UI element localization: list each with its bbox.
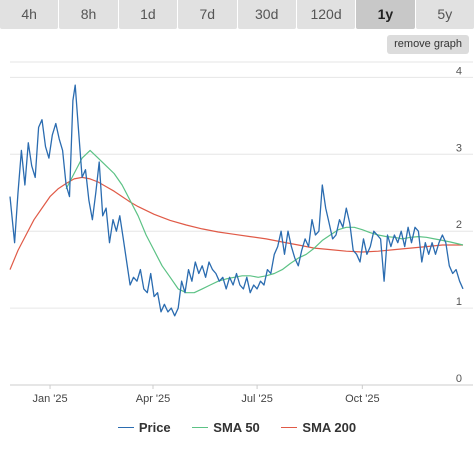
legend-swatch-sma-200 xyxy=(281,427,298,429)
series-lines xyxy=(9,84,464,317)
y-tick-label-0: 0 xyxy=(456,373,462,385)
tab-8h[interactable]: 8h xyxy=(59,0,118,29)
x-tick-label-1: Apr '25 xyxy=(136,393,171,405)
legend-label-price: Price xyxy=(138,420,171,435)
series-line-price xyxy=(9,84,464,317)
y-tick-label-3: 3 xyxy=(456,142,462,154)
series-line-sma-50 xyxy=(65,149,464,294)
y-tick-label-2: 2 xyxy=(456,219,462,231)
legend-item-sma-50[interactable]: SMA 50 xyxy=(192,420,260,435)
tab-5y[interactable]: 5y xyxy=(415,0,474,29)
grid-lines xyxy=(10,61,473,386)
y-axis-ticks: 0 1 2 3 4 xyxy=(456,65,462,385)
x-tick-label-0: Jan '25 xyxy=(32,393,67,405)
tab-1y[interactable]: 1y xyxy=(356,0,415,29)
series-line-sma-200 xyxy=(9,176,463,270)
timeframe-tabs: 4h 8h 1d 7d 30d 120d 1y 5y xyxy=(0,0,474,30)
tab-4h[interactable]: 4h xyxy=(0,0,59,29)
y-tick-label-4: 4 xyxy=(456,65,462,77)
legend-item-price[interactable]: Price xyxy=(117,420,171,435)
price-chart: 0 1 2 3 4 Jan '25 Apr '25 Jul '25 Oct '25 xyxy=(9,61,473,405)
y-tick-label-1: 1 xyxy=(456,296,462,308)
legend-label-sma-50: SMA 50 xyxy=(213,420,260,435)
remove-graph-button[interactable]: remove graph xyxy=(387,35,469,54)
x-axis-ticks: Jan '25 Apr '25 Jul '25 Oct '25 xyxy=(32,385,380,405)
legend-swatch-price xyxy=(117,427,134,429)
chart-legend: Price SMA 50 SMA 200 xyxy=(0,420,474,435)
legend-item-sma-200[interactable]: SMA 200 xyxy=(281,420,356,435)
tab-1d[interactable]: 1d xyxy=(118,0,178,29)
x-tick-label-2: Jul '25 xyxy=(241,393,272,405)
tab-30d[interactable]: 30d xyxy=(237,0,296,29)
legend-label-sma-200: SMA 200 xyxy=(302,420,357,435)
x-tick-label-3: Oct '25 xyxy=(345,393,380,405)
tab-120d[interactable]: 120d xyxy=(296,0,356,29)
legend-swatch-sma-50 xyxy=(192,427,209,429)
tab-7d[interactable]: 7d xyxy=(178,0,237,29)
